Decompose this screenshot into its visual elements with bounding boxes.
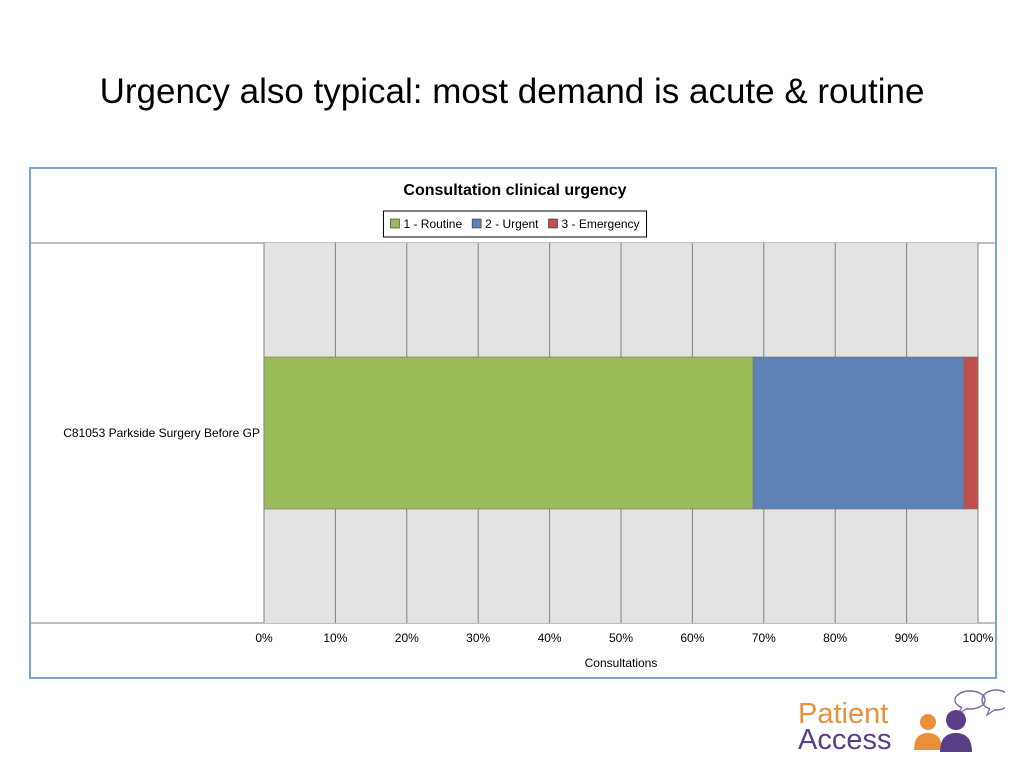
- x-axis-label: Consultations: [585, 656, 658, 670]
- chart-legend: 1 - Routine 2 - Urgent 3 - Emergency: [382, 210, 648, 238]
- x-tick-label: 0%: [255, 631, 273, 645]
- x-tick-label: 50%: [609, 631, 633, 645]
- logo-text-access: Access: [798, 724, 892, 756]
- plot-area: C81053 Parkside Surgery Before GP 0% 10% 20…: [31, 242, 995, 670]
- x-tick-label: 10%: [323, 631, 347, 645]
- legend-swatch: [548, 218, 558, 229]
- patient-access-logo: Patient Access: [798, 688, 1008, 758]
- logo-text-patient: Patient: [798, 698, 889, 730]
- people-speech-bubble-icon: [914, 689, 1005, 752]
- x-tick-label: 20%: [395, 631, 419, 645]
- legend-label: 3 - Emergency: [562, 217, 640, 231]
- slide-title: Urgency also typical: most demand is acu…: [99, 72, 925, 111]
- bar-segment: [963, 356, 979, 510]
- legend-swatch: [390, 218, 400, 229]
- x-tick-label: 30%: [466, 631, 490, 645]
- x-tick-label: 40%: [538, 631, 562, 645]
- x-tick-label: 90%: [895, 631, 919, 645]
- legend-label: 1 - Routine: [403, 217, 462, 231]
- x-tick-label: 80%: [823, 631, 847, 645]
- x-tick-label: 100%: [963, 631, 994, 645]
- stacked-bar-chart: Consultation clinical urgency 1 - Routin…: [31, 182, 995, 670]
- category-label: C81053 Parkside Surgery Before GP: [63, 426, 260, 440]
- x-tick-label: 70%: [752, 631, 776, 645]
- bar-segment: [263, 356, 754, 510]
- legend-box: [382, 210, 648, 238]
- x-tick-label: 60%: [680, 631, 704, 645]
- bar-segment: [752, 356, 965, 510]
- legend-swatch: [471, 218, 482, 229]
- chart-title: Consultation clinical urgency: [403, 182, 626, 199]
- legend-label: 2 - Urgent: [485, 217, 539, 231]
- chart-frame: Consultation clinical urgency 1 - Routin…: [29, 167, 997, 679]
